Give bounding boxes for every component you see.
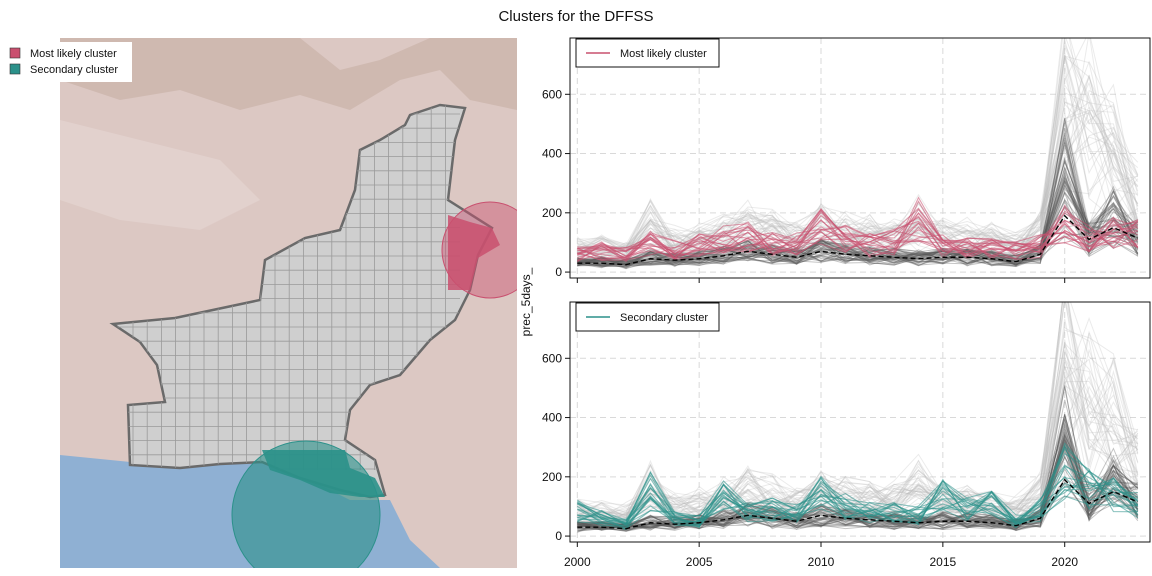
background-series-line (577, 111, 1139, 258)
map-plateau (60, 120, 260, 230)
series-group (576, 302, 1139, 533)
most-likely-swatch (9, 47, 21, 59)
background-series-line (577, 112, 1139, 256)
y-tick-label: 0 (555, 529, 562, 543)
background-series-line (577, 93, 1139, 249)
secondary-cluster-region (262, 450, 385, 497)
background-series-line (577, 357, 1139, 517)
background-series-line (577, 74, 1138, 257)
median-line (577, 214, 1139, 266)
background-series-line (577, 360, 1139, 518)
background-series-line (577, 140, 1139, 258)
background-series-line (577, 342, 1139, 527)
cluster-series-line (576, 444, 1139, 529)
background-series-line (577, 219, 1139, 265)
background-series-line (577, 190, 1139, 267)
background-series-line (577, 443, 1139, 531)
background-series-line (577, 38, 1139, 260)
background-series-line (577, 111, 1139, 258)
background-series-line (577, 110, 1139, 253)
background-series-line (577, 92, 1139, 256)
background-series-line (577, 422, 1139, 530)
background-series-line (577, 55, 1139, 254)
background-series-line (577, 89, 1139, 263)
panel-frame (569, 37, 1151, 279)
background-series-line (577, 184, 1139, 268)
background-series-line (577, 166, 1139, 266)
map-legend: Most likely cluster Secondary cluster (4, 42, 132, 82)
background-series-line (577, 122, 1139, 267)
y-tick-label: 0 (555, 265, 562, 279)
cluster-series-line (576, 476, 1138, 530)
background-series-line (577, 101, 1139, 256)
median-line (577, 478, 1139, 530)
background-series-line (577, 434, 1139, 532)
cluster-series-line (577, 447, 1138, 527)
background-series-line (577, 160, 1139, 266)
cluster-series-line (577, 208, 1138, 257)
background-series-line (577, 495, 1139, 529)
background-series-line (577, 134, 1139, 267)
x-tick-label: 2005 (686, 555, 713, 569)
background-series-line (577, 55, 1139, 252)
y-tick-label: 600 (542, 87, 562, 101)
y-tick-label: 200 (542, 206, 562, 220)
background-series-line (577, 74, 1139, 263)
panel-legend: Secondary cluster (575, 302, 720, 332)
cluster-series-line (577, 222, 1138, 260)
background-series-line (577, 199, 1139, 269)
background-series-line (577, 40, 1139, 257)
cluster-series-line (577, 212, 1139, 263)
y-tick-label: 600 (542, 351, 562, 365)
most-likely-cluster-region (448, 215, 500, 290)
y-tick-label: 200 (542, 470, 562, 484)
bottom-panel: 0 200 400 600 2000 2005 2010 2015 2020 Secondary … (542, 301, 1151, 569)
panel-legend-label: Secondary cluster (620, 312, 708, 324)
panel-legend-label: Most likely cluster (620, 48, 707, 60)
background-series-line (577, 329, 1139, 526)
background-series-line (577, 366, 1139, 524)
background-series-line (577, 317, 1139, 526)
map-legend-secondary-label: Secondary cluster (30, 64, 118, 76)
background-series-line (577, 372, 1139, 524)
y-tick-label: 400 (542, 147, 562, 161)
top-panel: 0 200 400 600 Most likely cluster (542, 37, 1151, 283)
chart-title: Clusters for the DFFSS (498, 8, 654, 25)
background-series-line (577, 64, 1138, 252)
background-series-line (577, 343, 1139, 522)
background-series-line (577, 110, 1139, 259)
map-mountains-north (60, 38, 517, 110)
cluster-series-line (577, 214, 1139, 260)
x-tick-label: 2010 (808, 555, 835, 569)
panel-legend: Most likely cluster (575, 38, 720, 68)
background-series-line (577, 380, 1139, 519)
x-tick-label: 2015 (930, 555, 957, 569)
background-series-line (577, 103, 1139, 255)
x-tick-label: 2020 (1051, 555, 1078, 569)
background-series-line (577, 136, 1139, 261)
y-axis-label: prec_5days_ (519, 267, 533, 336)
y-tick-label: 400 (542, 411, 562, 425)
background-series-line (577, 476, 1139, 532)
x-tick-label: 2000 (564, 555, 591, 569)
panel-frame (569, 301, 1151, 543)
cluster-series-line (577, 482, 1138, 530)
background-series-line (577, 205, 1139, 267)
background-series-line (576, 81, 1139, 265)
secondary-swatch (9, 63, 21, 75)
background-series-line (577, 318, 1139, 518)
background-series-line (577, 53, 1139, 256)
map-legend-background (4, 42, 132, 82)
background-series-line (577, 302, 1138, 523)
background-series-line (577, 60, 1139, 262)
map-legend-most-likely-label: Most likely cluster (30, 48, 117, 60)
series-group (576, 38, 1139, 270)
background-series-line (577, 447, 1139, 530)
background-series-line (577, 171, 1138, 267)
cluster-series-line (577, 475, 1139, 523)
cluster-map (60, 38, 517, 568)
background-series-line (577, 231, 1138, 270)
